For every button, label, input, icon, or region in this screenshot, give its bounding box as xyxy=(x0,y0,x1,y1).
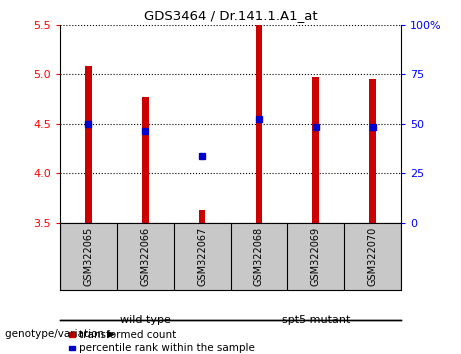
Bar xyxy=(369,79,376,223)
Text: GSM322066: GSM322066 xyxy=(140,227,150,286)
Text: GSM322067: GSM322067 xyxy=(197,227,207,286)
Bar xyxy=(255,25,262,223)
Bar xyxy=(85,67,92,223)
Title: GDS3464 / Dr.141.1.A1_at: GDS3464 / Dr.141.1.A1_at xyxy=(144,9,317,22)
Text: GSM322070: GSM322070 xyxy=(367,227,378,286)
Text: GSM322068: GSM322068 xyxy=(254,227,264,286)
Text: spt5 mutant: spt5 mutant xyxy=(282,315,350,325)
Text: GSM322065: GSM322065 xyxy=(83,227,94,286)
Text: wild type: wild type xyxy=(120,315,171,325)
Text: percentile rank within the sample: percentile rank within the sample xyxy=(79,343,255,353)
Text: genotype/variation ▶: genotype/variation ▶ xyxy=(5,329,115,339)
Text: transformed count: transformed count xyxy=(79,330,177,339)
Bar xyxy=(199,210,206,223)
Bar xyxy=(142,97,148,223)
Text: GSM322069: GSM322069 xyxy=(311,227,321,286)
Bar xyxy=(313,77,319,223)
